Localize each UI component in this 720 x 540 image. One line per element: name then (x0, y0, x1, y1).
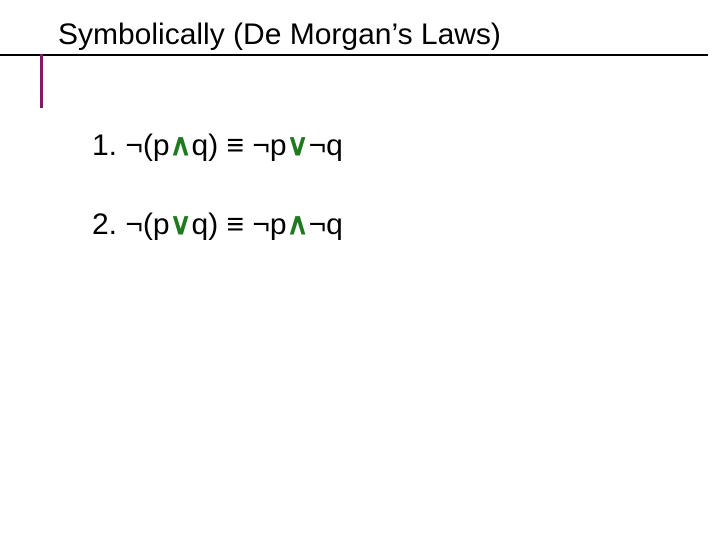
accent-vertical-line (40, 54, 43, 108)
law-text: ¬q (309, 208, 343, 241)
law-line-2: 2. ¬(p∨q) ≡ ¬p∧¬q (92, 207, 700, 242)
slide: Symbolically (De Morgan’s Laws) 1. ¬(p∧q… (0, 0, 720, 540)
law-text: ¬(p (125, 208, 169, 241)
law-index: 1. (92, 129, 125, 162)
law-line-1: 1. ¬(p∧q) ≡ ¬p∨¬q (92, 128, 700, 163)
law-text: ¬(p (125, 129, 169, 162)
or-symbol-icon: ∨ (287, 129, 309, 162)
law-index: 2. (92, 208, 125, 241)
law-text: q) ≡ ¬p (192, 208, 287, 241)
and-symbol-icon: ∧ (170, 129, 192, 162)
slide-title: Symbolically (De Morgan’s Laws) (58, 18, 501, 52)
slide-body: 1. ¬(p∧q) ≡ ¬p∨¬q 2. ¬(p∨q) ≡ ¬p∧¬q (92, 128, 700, 286)
law-text: ¬q (309, 129, 343, 162)
and-symbol-icon: ∧ (287, 208, 309, 241)
title-underline (0, 54, 708, 56)
law-text: q) ≡ ¬p (192, 129, 287, 162)
or-symbol-icon: ∨ (170, 208, 192, 241)
